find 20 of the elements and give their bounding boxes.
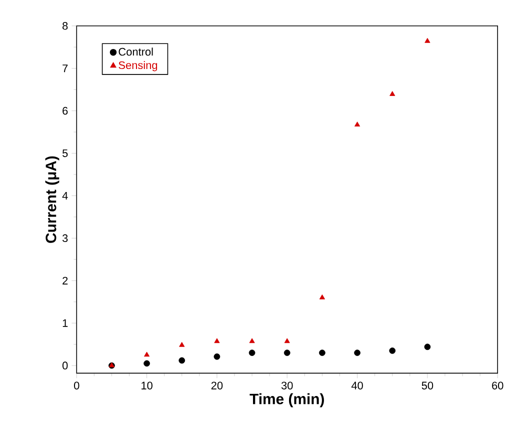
y-tick-label: 4 — [62, 192, 68, 200]
x-axis-title: Time (min) — [250, 393, 324, 408]
x-tick-label: 10 — [142, 382, 152, 390]
y-tick-label: 5 — [62, 149, 68, 158]
x-tick-label: 40 — [351, 382, 363, 390]
legend-label: Control — [118, 48, 153, 56]
y-tick-label: 1 — [62, 319, 68, 327]
x-tick-label: 60 — [492, 382, 504, 390]
y-tick-label: 8 — [62, 22, 68, 30]
y-tick-label: 0 — [62, 362, 68, 370]
x-tick-label: 0 — [74, 382, 80, 390]
legend-label: Sensing — [118, 61, 158, 72]
y-tick-label: 7 — [62, 64, 68, 72]
y-tick-label: 2 — [62, 276, 68, 284]
y-axis-title: Current (μA) — [45, 156, 60, 243]
y-tick-label: 6 — [62, 106, 68, 115]
x-tick-label: 30 — [281, 382, 293, 390]
y-tick-label: 3 — [62, 234, 68, 242]
x-tick-label: 20 — [211, 382, 223, 390]
x-tick-label: 50 — [422, 382, 434, 390]
